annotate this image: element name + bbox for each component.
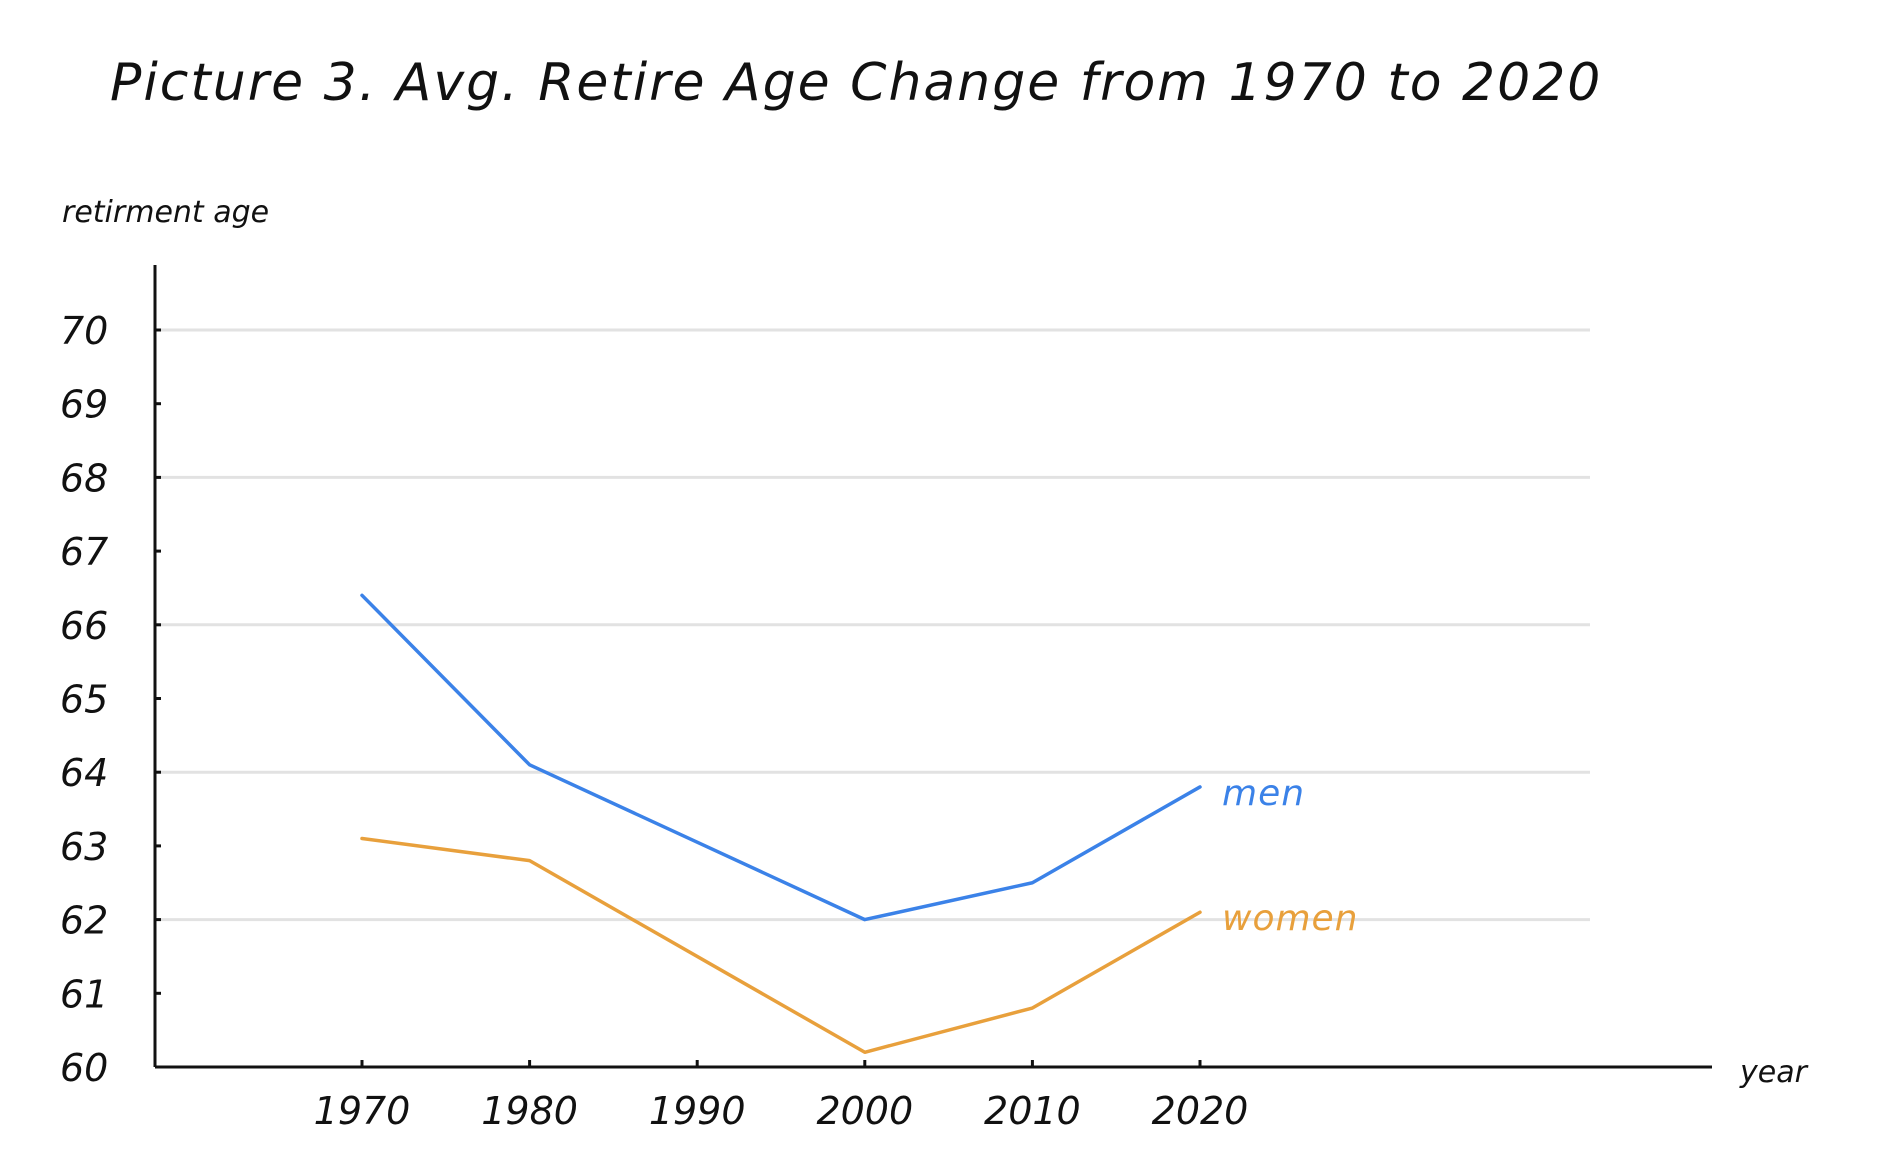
y-tick-label-70: 70 bbox=[60, 309, 108, 353]
axes-layer bbox=[153, 265, 1712, 1069]
y-tick-label-61: 61 bbox=[60, 972, 108, 1016]
x-tick-label-1980: 1980 bbox=[481, 1089, 578, 1133]
y-tick-label-68: 68 bbox=[60, 456, 108, 500]
y-tick-label-63: 63 bbox=[60, 825, 108, 869]
chart-title: Picture 3. Avg. Retire Age Change from 1… bbox=[110, 53, 1602, 113]
series-layer: men women bbox=[360, 593, 1359, 1055]
y-tick-label-66: 66 bbox=[60, 604, 108, 648]
grid-layer bbox=[155, 328, 1590, 922]
x-tick-label-1970: 1970 bbox=[314, 1089, 411, 1133]
x-tick-label-1990: 1990 bbox=[649, 1089, 746, 1133]
ticks-layer: 60 61 62 63 64 65 66 67 68 69 70 1970 1980 1990 2000 20… bbox=[60, 309, 1248, 1133]
y-tick-label-69: 69 bbox=[60, 383, 108, 427]
series-label-men: men bbox=[1222, 773, 1305, 814]
x-tick-label-2000: 2000 bbox=[816, 1089, 913, 1133]
x-axis-label: year bbox=[1739, 1055, 1809, 1090]
series-line-men bbox=[360, 593, 1202, 922]
y-axis-label: retirment age bbox=[62, 195, 269, 230]
series-label-women: women bbox=[1222, 898, 1359, 939]
y-tick-label-60: 60 bbox=[60, 1046, 108, 1090]
x-tick-label-2020: 2020 bbox=[1152, 1089, 1249, 1133]
y-tick-label-67: 67 bbox=[60, 530, 108, 574]
y-tick-label-62: 62 bbox=[60, 899, 108, 943]
series-line-women bbox=[360, 836, 1202, 1055]
y-tick-label-64: 64 bbox=[60, 751, 108, 795]
x-tick-label-2010: 2010 bbox=[984, 1089, 1081, 1133]
y-tick-label-65: 65 bbox=[60, 678, 108, 722]
